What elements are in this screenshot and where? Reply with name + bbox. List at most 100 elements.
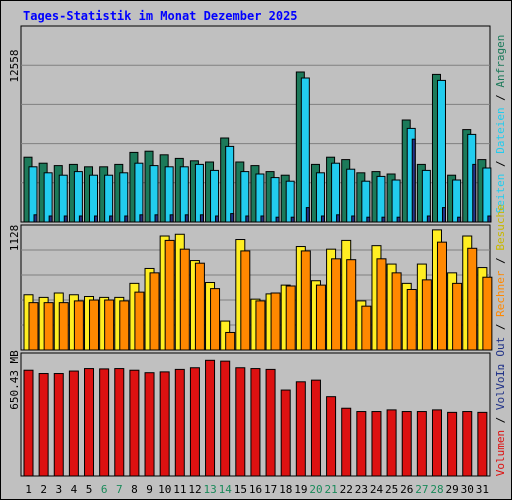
bar-rechner-30 bbox=[467, 247, 478, 351]
bar-seiten-18 bbox=[290, 216, 295, 223]
bar-volumen-4 bbox=[68, 370, 79, 477]
bar-seiten-16 bbox=[260, 215, 265, 223]
bar-seiten-4 bbox=[78, 215, 83, 223]
bar-seiten-24 bbox=[381, 216, 386, 223]
bar-dateien-29 bbox=[452, 179, 462, 223]
bar-volumen-13 bbox=[205, 359, 216, 477]
side-legend-part: Vol. bbox=[494, 363, 507, 390]
bar-volumen-1 bbox=[23, 369, 34, 477]
bar-dateien-5 bbox=[89, 174, 99, 223]
bar-dateien-28 bbox=[436, 79, 446, 223]
bar-volumen-19 bbox=[295, 381, 306, 477]
bar-rechner-23 bbox=[361, 305, 372, 351]
bar-volumen-16 bbox=[250, 368, 261, 477]
x-tick-label-13: 13 bbox=[203, 483, 216, 496]
bar-volumen-17 bbox=[265, 368, 276, 477]
bar-dateien-9 bbox=[149, 165, 159, 223]
x-tick-label-22: 22 bbox=[340, 483, 353, 496]
bar-seiten-14 bbox=[230, 213, 235, 223]
bar-volumen-3 bbox=[53, 373, 64, 477]
bar-dateien-24 bbox=[376, 175, 386, 223]
bar-volumen-10 bbox=[159, 371, 170, 477]
chart-title: Tages-Statistik im Monat Dezember 2025 bbox=[23, 9, 298, 23]
side-legend-part: Out bbox=[494, 337, 507, 364]
x-tick-label-15: 15 bbox=[234, 483, 247, 496]
bar-seiten-13 bbox=[215, 215, 220, 223]
side-legend-part: Vol. In bbox=[494, 364, 507, 410]
x-tick-label-28: 28 bbox=[430, 483, 443, 496]
bar-seiten-23 bbox=[366, 216, 371, 223]
bar-rechner-24 bbox=[376, 258, 387, 351]
bar-seiten-19 bbox=[305, 207, 310, 223]
x-tick-label-10: 10 bbox=[158, 483, 171, 496]
bar-dateien-22 bbox=[346, 168, 356, 223]
bar-seiten-11 bbox=[184, 214, 189, 223]
bar-seiten-3 bbox=[63, 215, 68, 223]
side-legend-part: / bbox=[494, 88, 507, 108]
bar-rechner-8 bbox=[134, 291, 145, 351]
bar-volumen-18 bbox=[280, 389, 291, 477]
bar-seiten-1 bbox=[33, 214, 38, 223]
bar-seiten-17 bbox=[275, 216, 280, 223]
bar-rechner-18 bbox=[285, 285, 296, 351]
bar-dateien-14 bbox=[225, 145, 235, 223]
bar-seiten-5 bbox=[94, 215, 99, 223]
bar-dateien-6 bbox=[104, 174, 114, 223]
x-tick-label-7: 7 bbox=[116, 483, 123, 496]
bar-rechner-3 bbox=[58, 302, 69, 351]
bar-volumen-25 bbox=[386, 409, 397, 477]
bar-volumen-22 bbox=[341, 407, 352, 477]
side-legend-part: / bbox=[494, 410, 507, 430]
bar-rechner-11 bbox=[179, 248, 190, 351]
x-tick-label-30: 30 bbox=[461, 483, 474, 496]
bar-dateien-8 bbox=[134, 162, 144, 223]
bar-volumen-24 bbox=[371, 411, 382, 477]
x-tick-label-9: 9 bbox=[146, 483, 153, 496]
bar-volumen-28 bbox=[431, 409, 442, 477]
bar-dateien-17 bbox=[270, 177, 280, 223]
side-legend-part: Anfragen bbox=[494, 35, 507, 88]
x-tick-label-14: 14 bbox=[219, 483, 233, 496]
bar-rechner-5 bbox=[89, 299, 100, 351]
bar-dateien-16 bbox=[255, 173, 265, 223]
side-legend-part: Volumen bbox=[494, 430, 507, 476]
bar-rechner-15 bbox=[240, 250, 251, 351]
x-tick-label-18: 18 bbox=[279, 483, 292, 496]
x-tick-label-16: 16 bbox=[249, 483, 262, 496]
x-tick-label-29: 29 bbox=[446, 483, 459, 496]
y-tick-label: 650.43 MB bbox=[8, 350, 21, 410]
x-tick-label-21: 21 bbox=[325, 483, 338, 496]
bar-dateien-3 bbox=[58, 174, 68, 223]
bar-rechner-27 bbox=[421, 279, 432, 351]
side-legend: Vol. Out / Rechner / Besuche bbox=[494, 204, 507, 389]
x-tick-label-3: 3 bbox=[56, 483, 63, 496]
bar-volumen-12 bbox=[189, 367, 200, 477]
bar-dateien-13 bbox=[210, 169, 220, 223]
bar-seiten-10 bbox=[169, 214, 174, 223]
side-legend-part: / bbox=[494, 154, 507, 174]
bar-seiten-28 bbox=[441, 207, 446, 223]
bar-seiten-27 bbox=[426, 215, 431, 223]
bar-volumen-8 bbox=[129, 369, 140, 477]
x-tick-label-31: 31 bbox=[476, 483, 489, 496]
bar-dateien-2 bbox=[43, 172, 53, 223]
bar-dateien-21 bbox=[331, 162, 341, 223]
bar-rechner-10 bbox=[164, 239, 175, 351]
bar-volumen-31 bbox=[477, 411, 488, 477]
bar-dateien-7 bbox=[119, 172, 129, 223]
x-tick-label-26: 26 bbox=[400, 483, 413, 496]
x-tick-label-2: 2 bbox=[40, 483, 47, 496]
x-tick-label-19: 19 bbox=[294, 483, 307, 496]
bar-seiten-21 bbox=[336, 214, 341, 223]
bar-dateien-23 bbox=[361, 180, 371, 223]
bar-seiten-6 bbox=[109, 215, 114, 223]
bar-rechner-28 bbox=[436, 241, 447, 351]
bar-seiten-25 bbox=[396, 216, 401, 223]
bar-volumen-30 bbox=[462, 411, 473, 477]
bar-dateien-15 bbox=[240, 171, 250, 223]
bar-rechner-16 bbox=[255, 300, 266, 351]
bar-rechner-22 bbox=[346, 259, 357, 351]
bar-rechner-26 bbox=[406, 289, 417, 351]
bar-rechner-14 bbox=[225, 331, 236, 351]
x-tick-label-1: 1 bbox=[25, 483, 32, 496]
